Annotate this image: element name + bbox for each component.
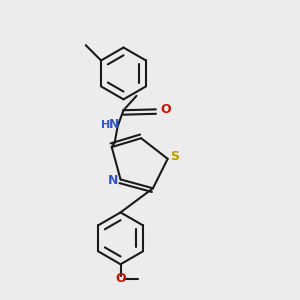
Text: N: N — [108, 174, 119, 188]
Text: O: O — [115, 272, 126, 286]
Text: H: H — [100, 120, 110, 130]
Text: S: S — [170, 150, 179, 163]
Text: O: O — [160, 103, 171, 116]
Text: N: N — [109, 118, 119, 131]
